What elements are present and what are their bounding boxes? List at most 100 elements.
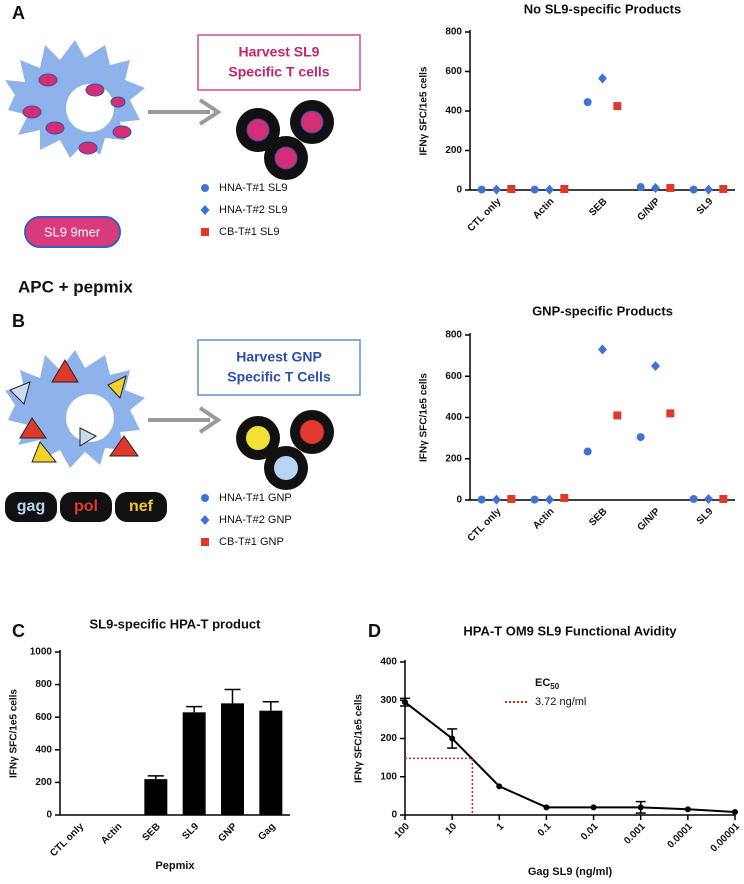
- dot: [704, 184, 713, 195]
- dot: [613, 102, 622, 111]
- line: [404, 701, 736, 813]
- point: [590, 804, 597, 811]
- x-tick-label: SEB: [587, 506, 609, 528]
- dot: [583, 447, 592, 456]
- y-axis-label: IFNγ SFC/1e5 cells: [419, 373, 430, 462]
- ec50-title-main: EC: [535, 677, 550, 689]
- y-tick-label: 400: [445, 106, 462, 117]
- legend-marker: [201, 538, 209, 546]
- dot: [530, 185, 539, 194]
- ec50-title: EC50: [535, 677, 560, 691]
- x-tick-label: CTL only: [48, 821, 86, 859]
- x-axis-label: Pepmix: [155, 860, 195, 872]
- legend-marker: [200, 205, 210, 215]
- x-tick-label: 100: [392, 821, 412, 841]
- y-tick-label: 600: [445, 66, 462, 77]
- dot: [689, 185, 698, 194]
- y-tick-label: 200: [445, 145, 462, 156]
- y-tick-label: 100: [380, 771, 397, 782]
- y-tick-label: 800: [445, 330, 462, 341]
- point: [496, 783, 503, 790]
- box-text: Specific T cells: [228, 64, 329, 80]
- dot: [545, 494, 554, 505]
- ec50-title-sub: 50: [550, 682, 559, 691]
- x-tick-label: G/N/P: [635, 196, 662, 223]
- peptide-pill: [60, 492, 112, 522]
- legend-label: HNA-T#1 SL9: [219, 182, 287, 194]
- dot: [704, 493, 713, 504]
- legend-label: 3.72 ng/ml: [535, 696, 586, 708]
- legend-label: CB-T#1 GNP: [219, 536, 284, 548]
- dot: [636, 183, 645, 192]
- x-tick-label: Gag: [256, 821, 278, 843]
- box-text: Harvest SL9: [239, 44, 320, 60]
- legend-label: HNA-T#2 SL9: [219, 204, 287, 216]
- y-tick-label: 1000: [30, 647, 53, 658]
- bar: [259, 710, 283, 815]
- x-tick-label: SEB: [141, 821, 163, 843]
- peptide-label: gag: [17, 498, 45, 515]
- x-tick-label: Actin: [531, 196, 556, 221]
- y-axis-label: IFNγ SFC/1e5 cells: [419, 66, 430, 155]
- peptide-pill: [5, 492, 57, 522]
- legend-marker: [201, 494, 209, 502]
- y-tick-label: 200: [35, 777, 52, 788]
- y-tick-label: 400: [445, 412, 462, 423]
- legend-marker: [200, 515, 210, 525]
- x-tick-label: 0.001: [622, 821, 648, 847]
- x-tick-label: G/N/P: [635, 506, 662, 533]
- box-text: Specific T Cells: [227, 369, 331, 385]
- legend-marker: [201, 228, 209, 236]
- harvest-box: [197, 339, 361, 396]
- bar: [144, 779, 168, 815]
- box-text: Harvest GNP: [236, 349, 322, 365]
- dot: [560, 493, 569, 502]
- dot: [651, 183, 660, 194]
- dot: [477, 185, 486, 194]
- dot: [598, 344, 607, 355]
- chart-title: HPA-T OM9 SL9 Functional Avidity: [463, 623, 677, 638]
- dot: [689, 494, 698, 503]
- apc-cell: [5, 40, 145, 158]
- dot: [530, 495, 539, 504]
- x-tick-label: 0.00001: [709, 821, 743, 855]
- dot: [477, 495, 486, 504]
- arrow-head: [198, 406, 222, 434]
- x-tick-label: Actin: [99, 821, 124, 846]
- dot: [666, 409, 675, 418]
- dot: [583, 98, 592, 107]
- dot: [560, 185, 569, 194]
- x-tick-label: 0.0001: [665, 821, 695, 851]
- dot: [651, 360, 660, 371]
- chart-title: No SL9-specific Products: [524, 1, 681, 16]
- point: [732, 808, 738, 815]
- x-tick-label: 10: [443, 821, 459, 837]
- dot: [666, 184, 675, 193]
- panel-letter: A: [12, 3, 25, 23]
- legend-marker: [201, 184, 209, 192]
- bar: [221, 703, 244, 815]
- point: [684, 806, 691, 813]
- dot: [492, 494, 501, 505]
- dot: [719, 494, 728, 503]
- bar: [182, 712, 206, 815]
- dot: [613, 411, 622, 420]
- legend-label: HNA-T#2 GNP: [219, 514, 292, 526]
- y-tick-label: 0: [456, 185, 462, 196]
- dot: [507, 494, 516, 503]
- chart-title: GNP-specific Products: [532, 303, 673, 318]
- y-axis-label: IFNγ SFC/1e5 cells: [354, 694, 365, 783]
- y-tick-label: 300: [380, 695, 397, 706]
- y-tick-label: 0: [456, 495, 462, 506]
- chart-title: SL9-specific HPA-T product: [90, 616, 262, 631]
- y-tick-label: 600: [445, 371, 462, 382]
- dot: [598, 73, 607, 84]
- x-tick-label: GNP: [216, 821, 239, 844]
- y-axis-label: IFNγ SFC/1e5 cells: [9, 689, 20, 778]
- arrow-head: [198, 98, 222, 126]
- peptide-label: SL9 9mer: [44, 224, 101, 239]
- x-tick-label: CTL only: [466, 196, 504, 234]
- dot: [492, 184, 501, 195]
- x-tick-label: 0.1: [536, 821, 554, 839]
- x-tick-label: SEB: [587, 196, 609, 218]
